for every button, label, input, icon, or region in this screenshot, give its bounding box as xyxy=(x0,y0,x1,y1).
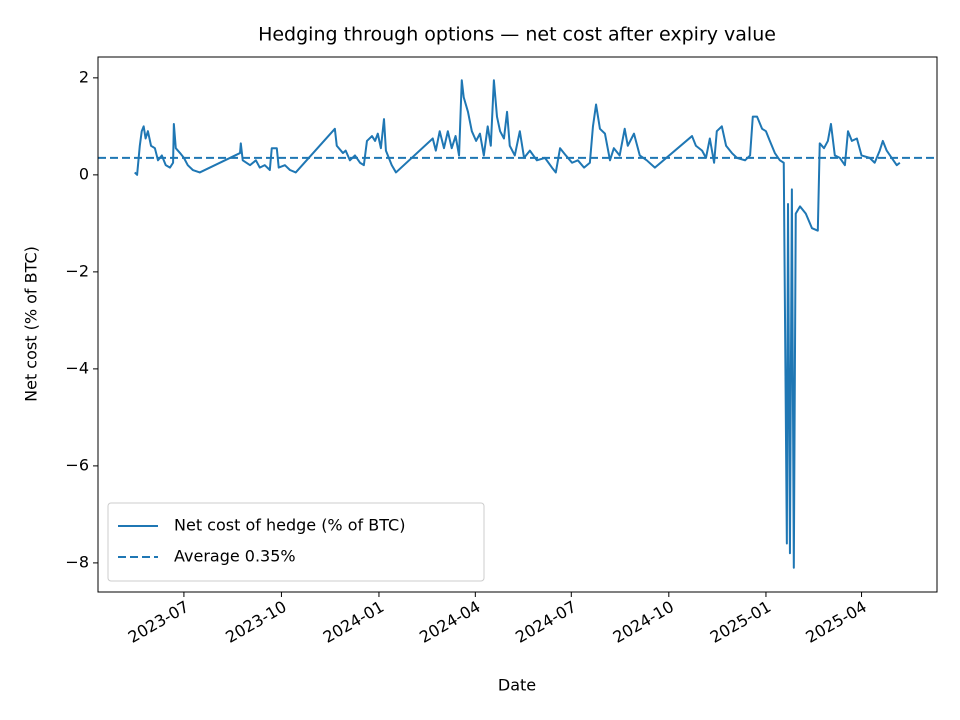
y-tick-label: −2 xyxy=(65,261,89,280)
legend-box xyxy=(107,502,485,582)
legend-label: Average 0.35% xyxy=(174,547,296,566)
x-axis-label: Date xyxy=(498,676,536,695)
y-tick-label: −8 xyxy=(65,552,89,571)
y-axis-label: Net cost (% of BTC) xyxy=(22,246,41,402)
legend-label: Net cost of hedge (% of BTC) xyxy=(174,516,405,535)
y-tick-label: −6 xyxy=(65,455,89,474)
data-line xyxy=(134,79,901,569)
y-tick-label: 0 xyxy=(79,164,89,183)
plot-frame xyxy=(97,56,938,593)
chart-title: Hedging through options — net cost after… xyxy=(258,24,776,46)
y-tick-label: −4 xyxy=(65,358,89,377)
y-tick-label: 2 xyxy=(79,67,89,86)
